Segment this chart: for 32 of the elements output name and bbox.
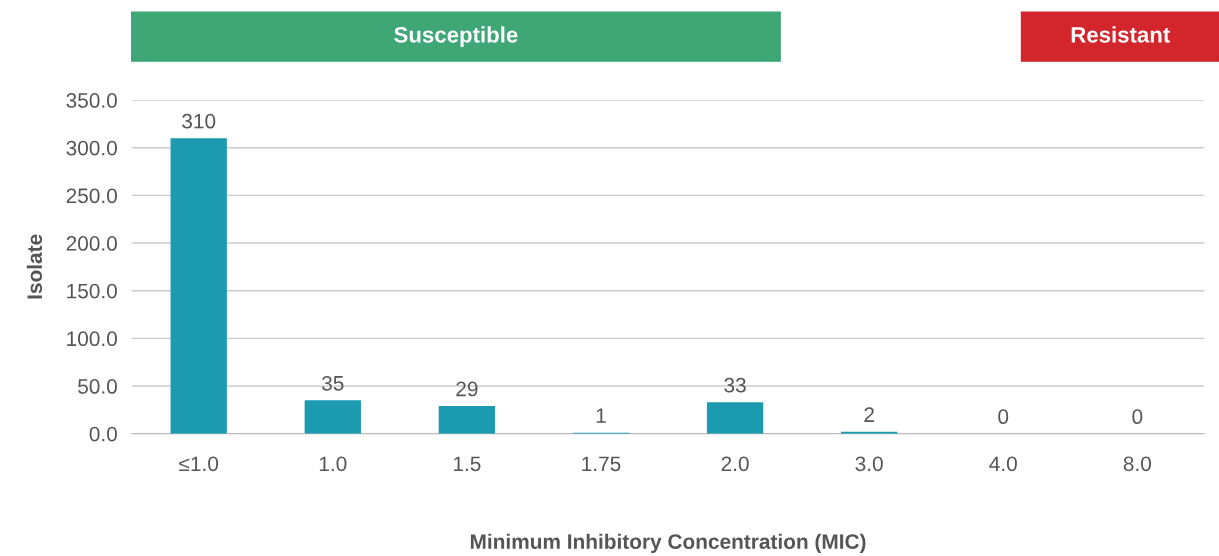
x-tick-label: ≤1.0 bbox=[179, 456, 219, 472]
x-tick-label: 8.0 bbox=[1123, 456, 1151, 472]
x-tick-label: 1.5 bbox=[453, 456, 481, 472]
y-tick-label: 200.0 bbox=[66, 236, 117, 251]
data-label: 35 bbox=[322, 375, 344, 391]
data-label: 2 bbox=[864, 407, 874, 422]
y-tick-label: 250.0 bbox=[66, 188, 117, 204]
bar bbox=[438, 406, 496, 434]
x-tick-label: 1.0 bbox=[319, 456, 347, 472]
data-label: 310 bbox=[182, 113, 216, 129]
x-tick-label: 3.0 bbox=[855, 456, 883, 472]
y-tick-label: 150.0 bbox=[67, 283, 117, 299]
y-tick-label: 350.0 bbox=[66, 93, 117, 108]
bar bbox=[170, 138, 227, 434]
x-tick-label: 1.75 bbox=[582, 456, 621, 472]
x-tick-label: 2.0 bbox=[721, 456, 749, 472]
text: Resistant bbox=[1071, 26, 1171, 43]
y-tick-label: 0.0 bbox=[89, 426, 117, 442]
data-label: 29 bbox=[456, 381, 478, 397]
bar bbox=[706, 402, 764, 434]
x-tick-label: 4.0 bbox=[989, 456, 1017, 472]
y-axis-title: Isolate bbox=[26, 234, 43, 299]
y-tick-label: 300.0 bbox=[66, 140, 117, 156]
text: Susceptible bbox=[394, 26, 518, 48]
data-label: 0 bbox=[998, 409, 1009, 425]
data-label: 1 bbox=[596, 408, 606, 423]
y-tick-label: 50.0 bbox=[78, 379, 117, 394]
data-label: 33 bbox=[724, 377, 746, 393]
data-label: 0 bbox=[1132, 409, 1143, 425]
bar bbox=[304, 400, 361, 434]
x-axis-title: Minimum Inhibitory Concentration (MIC) bbox=[470, 533, 866, 554]
y-tick-label: 100.0 bbox=[67, 331, 117, 347]
